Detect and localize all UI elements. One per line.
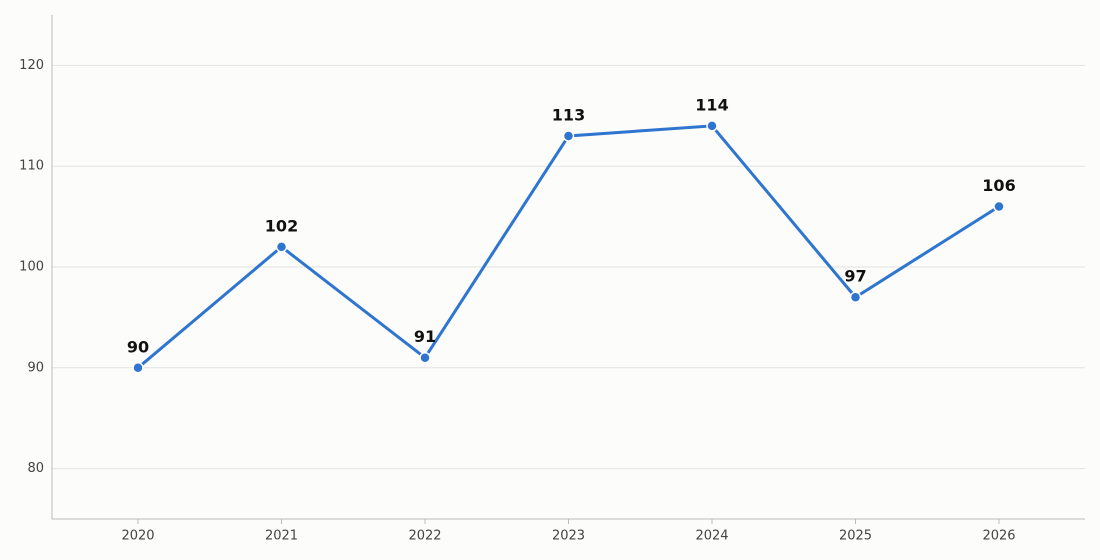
y-tick-label: 120 (19, 58, 44, 73)
y-tick-label: 90 (27, 360, 44, 375)
point (132, 362, 144, 374)
x-tick-label: 2025 (839, 529, 872, 544)
line (137, 124, 1000, 369)
value-label: 102 (265, 216, 298, 235)
value-label: 97 (844, 267, 866, 286)
point (419, 351, 431, 364)
value-label: 90 (127, 337, 149, 356)
x-tick-label: 2024 (695, 529, 728, 544)
value-label: 113 (552, 105, 585, 124)
y-tick-label: 100 (19, 260, 44, 275)
value-label: 91 (414, 327, 436, 346)
point (562, 130, 575, 142)
point (275, 241, 288, 253)
value-label: 106 (982, 176, 1015, 195)
x-tick-label: 2020 (121, 529, 154, 544)
x-tick-label: 2022 (408, 529, 441, 544)
y-tick-label: 110 (19, 159, 44, 174)
x-tick-label: 2021 (265, 529, 298, 544)
x-tick-label: 2026 (982, 529, 1015, 544)
value-label: 114 (695, 95, 728, 114)
point (706, 120, 718, 132)
point (993, 200, 1005, 213)
y-tick-label: 80 (27, 461, 44, 476)
x-tick-label: 2023 (552, 529, 585, 544)
point (849, 291, 862, 303)
